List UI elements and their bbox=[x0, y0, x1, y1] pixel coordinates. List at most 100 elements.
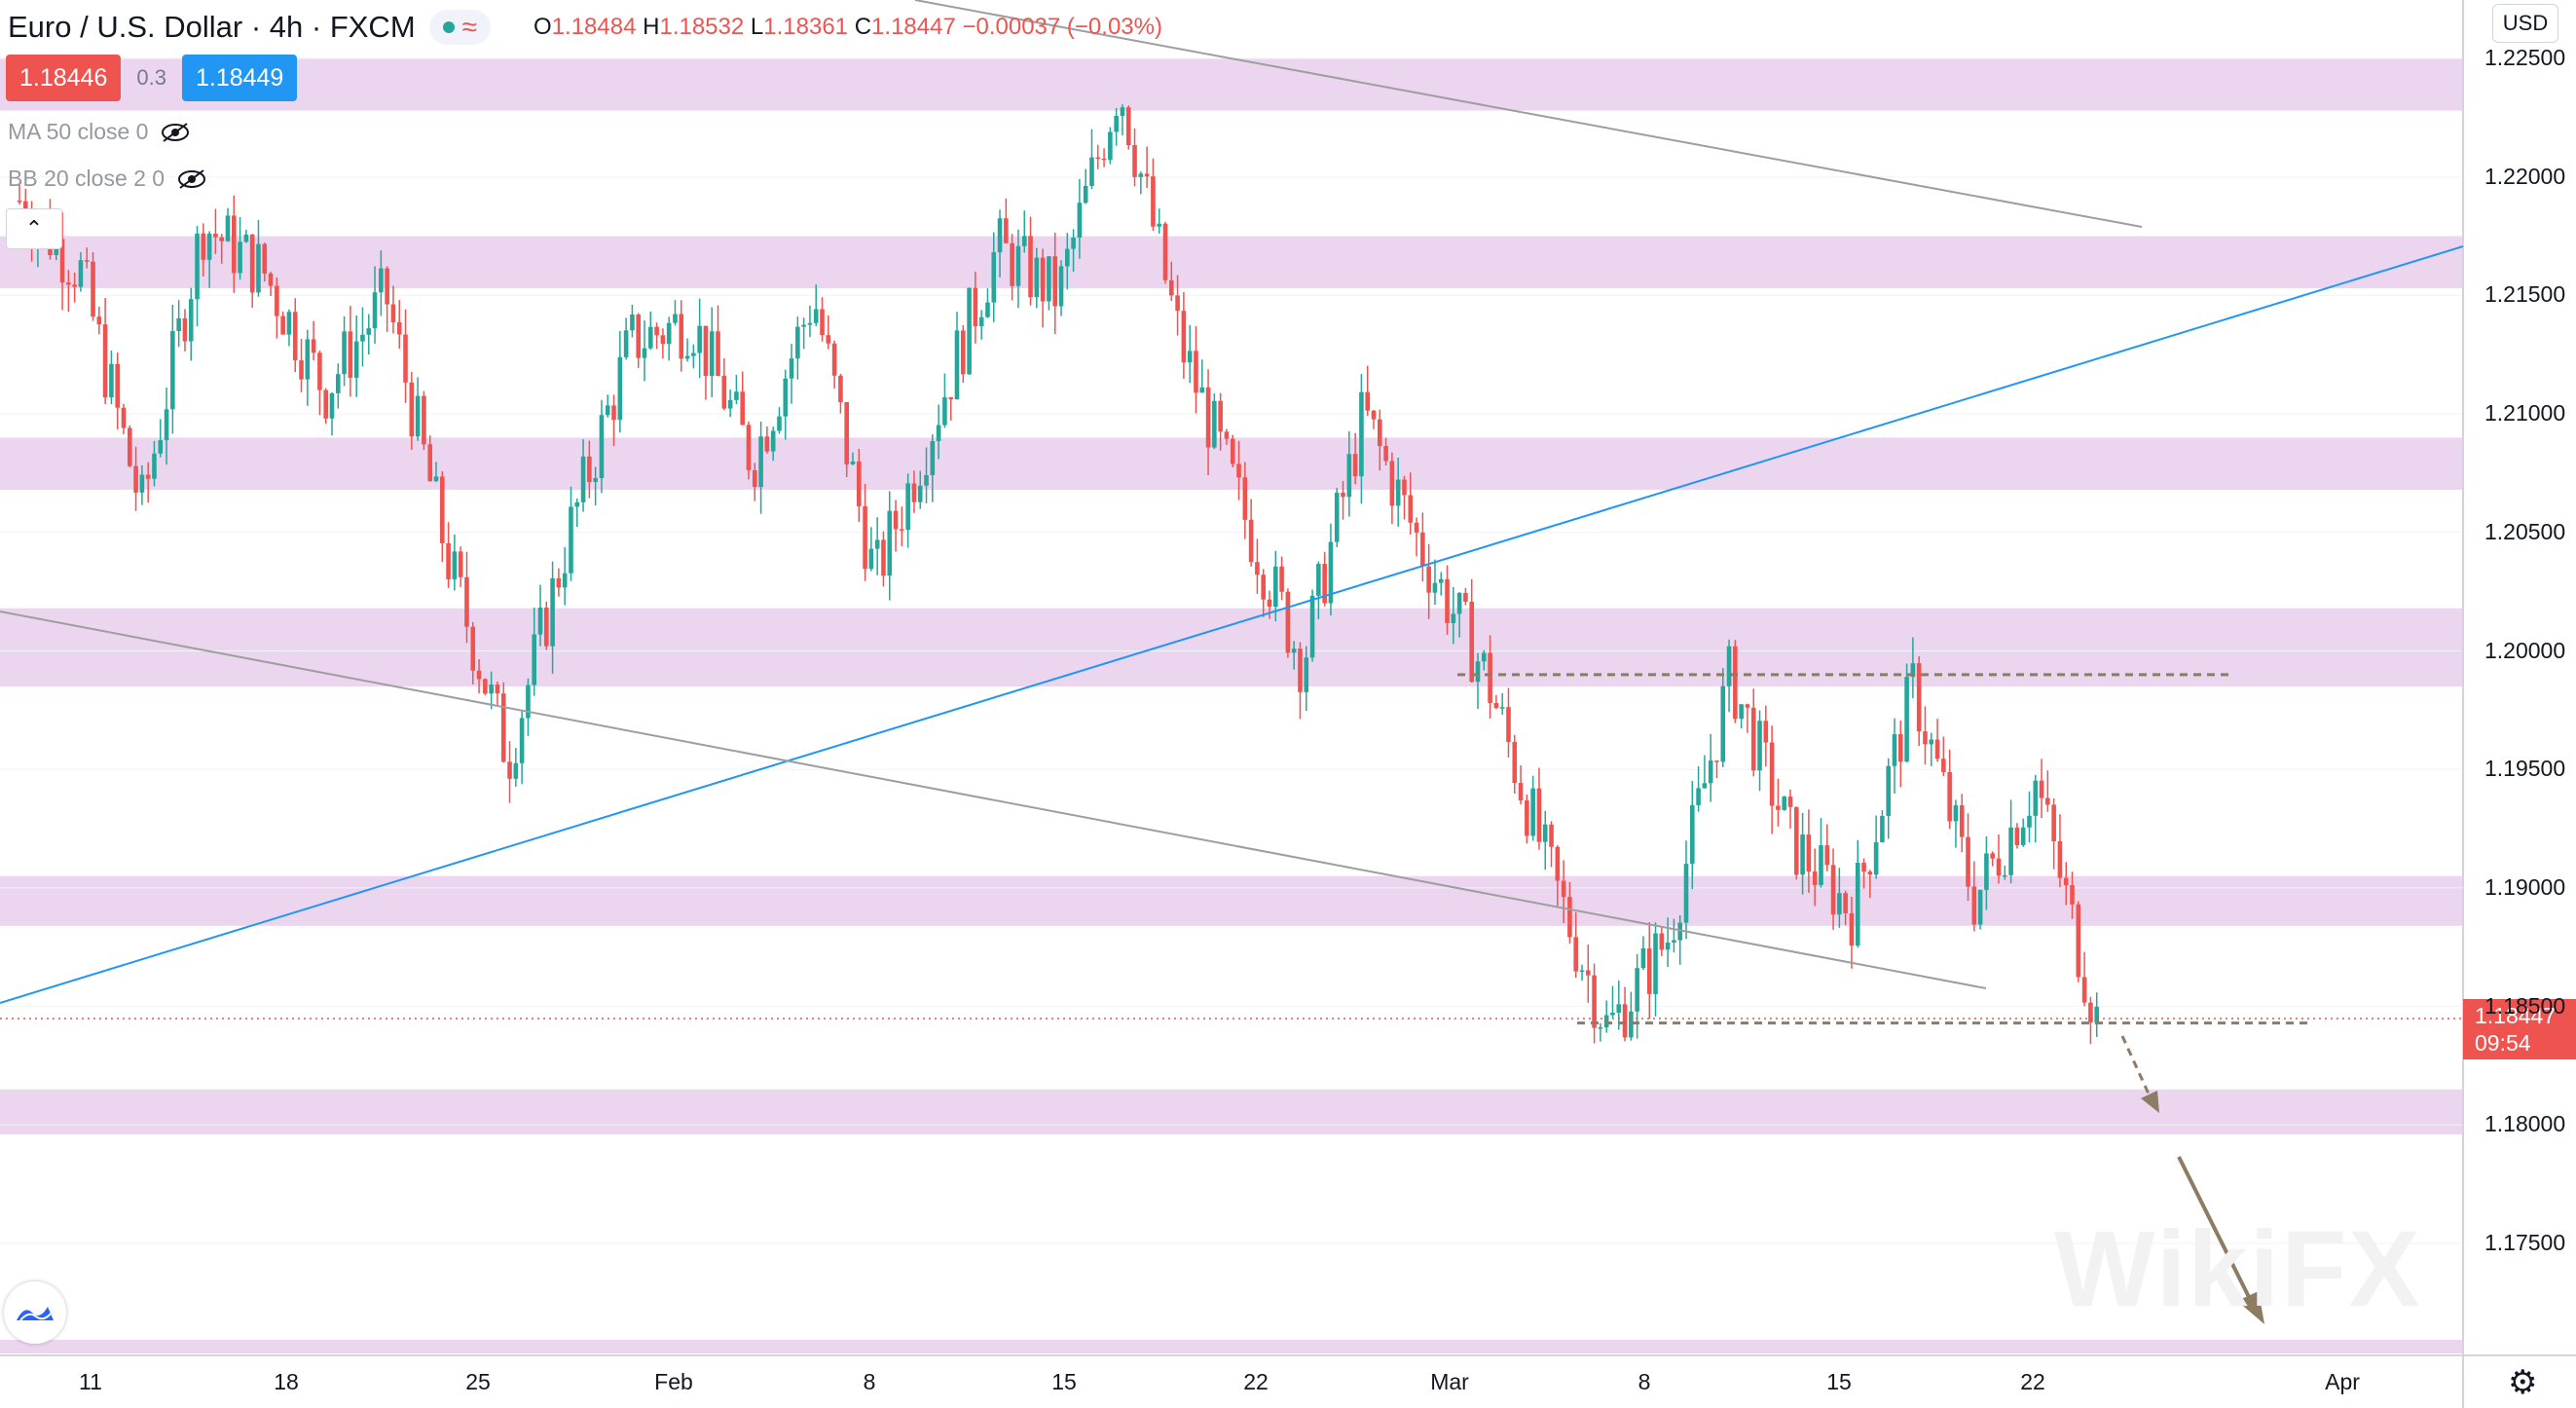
indicator-bb[interactable]: BB 20 close 2 0 bbox=[8, 166, 207, 192]
candle-body bbox=[874, 539, 880, 549]
candle-body bbox=[1255, 562, 1260, 575]
candle-body bbox=[978, 316, 984, 326]
candle-body bbox=[213, 233, 218, 238]
candle-body bbox=[1640, 947, 1646, 969]
candle-body bbox=[348, 331, 353, 378]
candle-body bbox=[605, 405, 610, 416]
candle-body bbox=[740, 391, 746, 426]
candle-body bbox=[164, 409, 169, 441]
candle-body bbox=[1897, 734, 1903, 762]
candle-body bbox=[231, 215, 237, 274]
buy-button[interactable]: 1.18449 bbox=[181, 55, 298, 101]
candle-body bbox=[1653, 933, 1658, 994]
candle-body bbox=[960, 330, 966, 375]
candle-body bbox=[1959, 805, 1965, 837]
candle-body bbox=[439, 476, 445, 543]
candle-body bbox=[1383, 446, 1388, 462]
candle-body bbox=[1542, 824, 1548, 842]
candle-body bbox=[770, 430, 776, 452]
candle-body bbox=[1438, 578, 1444, 583]
candle-body bbox=[1138, 173, 1144, 177]
candle-body bbox=[2081, 977, 2087, 1003]
candle-body bbox=[311, 339, 316, 353]
settings-gear-icon[interactable]: ⚙ bbox=[2508, 1364, 2538, 1401]
candle-body bbox=[863, 505, 867, 570]
candle-body bbox=[1659, 933, 1665, 950]
candle-body bbox=[1187, 351, 1193, 363]
candle-body bbox=[1573, 937, 1579, 972]
candle-body bbox=[881, 539, 886, 576]
candle-body bbox=[850, 461, 856, 464]
candle-body bbox=[1028, 236, 1033, 298]
support-resistance-zone bbox=[0, 608, 2463, 687]
candle-body bbox=[1996, 858, 2002, 876]
currency-button[interactable]: USD bbox=[2492, 4, 2558, 43]
candle-body bbox=[630, 315, 635, 331]
candle-body bbox=[1629, 1011, 1634, 1038]
candle-body bbox=[1745, 704, 1750, 708]
candle-body bbox=[1004, 218, 1009, 243]
candle-body bbox=[1034, 257, 1040, 298]
symbol-title[interactable]: Euro / U.S. Dollar · 4h · FXCM bbox=[8, 10, 416, 44]
candle-body bbox=[1488, 652, 1492, 703]
candle-body bbox=[1782, 797, 1787, 810]
candle-body bbox=[415, 395, 421, 437]
candle-body bbox=[967, 287, 972, 375]
tradingview-logo[interactable] bbox=[4, 1281, 66, 1344]
candle-body bbox=[684, 355, 690, 359]
candle-body bbox=[1824, 845, 1830, 866]
collapse-legend-button[interactable]: ⌃ bbox=[6, 208, 62, 249]
hidden-eye-icon[interactable] bbox=[160, 122, 191, 143]
logo-wave-icon bbox=[17, 1307, 54, 1321]
candle-body bbox=[500, 693, 506, 762]
hidden-eye-icon[interactable] bbox=[176, 168, 207, 190]
candle-body bbox=[1800, 834, 1805, 875]
candle-body bbox=[1499, 707, 1505, 709]
price-tick-label: 1.22000 bbox=[2484, 163, 2566, 189]
candle-body bbox=[611, 405, 616, 421]
time-tick-label: 15 bbox=[1051, 1369, 1077, 1394]
candle-body bbox=[1352, 454, 1358, 477]
candle-body bbox=[238, 241, 242, 274]
candle-body bbox=[249, 234, 255, 293]
candle-body bbox=[96, 316, 102, 325]
candle-body bbox=[84, 260, 90, 262]
candle-body bbox=[911, 483, 917, 502]
time-tick-label: 8 bbox=[1638, 1369, 1651, 1394]
candle-body bbox=[2014, 827, 2020, 845]
time-tick-label: 8 bbox=[863, 1369, 876, 1394]
candle-body bbox=[1230, 438, 1235, 464]
trendlines-layer bbox=[0, 0, 2464, 1324]
candle-body bbox=[1279, 566, 1284, 592]
candle-body bbox=[470, 626, 476, 671]
candle-body bbox=[1309, 595, 1315, 658]
candle-body bbox=[1806, 834, 1812, 872]
candle-body bbox=[1512, 742, 1518, 784]
candle-body bbox=[893, 510, 899, 530]
time-tick-label: 15 bbox=[1826, 1369, 1852, 1394]
candle-body bbox=[1125, 107, 1131, 146]
sell-button[interactable]: 1.18446 bbox=[6, 55, 122, 101]
candle-body bbox=[1984, 853, 1989, 890]
price-tick-label: 1.20000 bbox=[2484, 637, 2566, 663]
candle-body bbox=[1579, 970, 1585, 973]
candle-body bbox=[1977, 889, 1983, 925]
candle-body bbox=[152, 453, 157, 479]
candle-body bbox=[1904, 677, 1909, 762]
candle-body bbox=[642, 348, 647, 358]
candle-body bbox=[2033, 780, 2039, 816]
candle-body bbox=[2070, 885, 2075, 905]
candle-body bbox=[942, 397, 947, 426]
candle-body bbox=[422, 395, 426, 445]
candle-body bbox=[1058, 266, 1064, 307]
candle-body bbox=[1616, 1004, 1622, 1013]
candle-body bbox=[807, 322, 813, 325]
indicator-ma[interactable]: MA 50 close 0 bbox=[8, 119, 191, 145]
candle-body bbox=[1812, 871, 1818, 885]
candle-body bbox=[1567, 897, 1572, 938]
candle-body bbox=[379, 268, 384, 293]
market-status-toggle[interactable]: ≈ bbox=[428, 10, 492, 45]
candle-body bbox=[526, 685, 531, 719]
candle-body bbox=[317, 352, 322, 390]
